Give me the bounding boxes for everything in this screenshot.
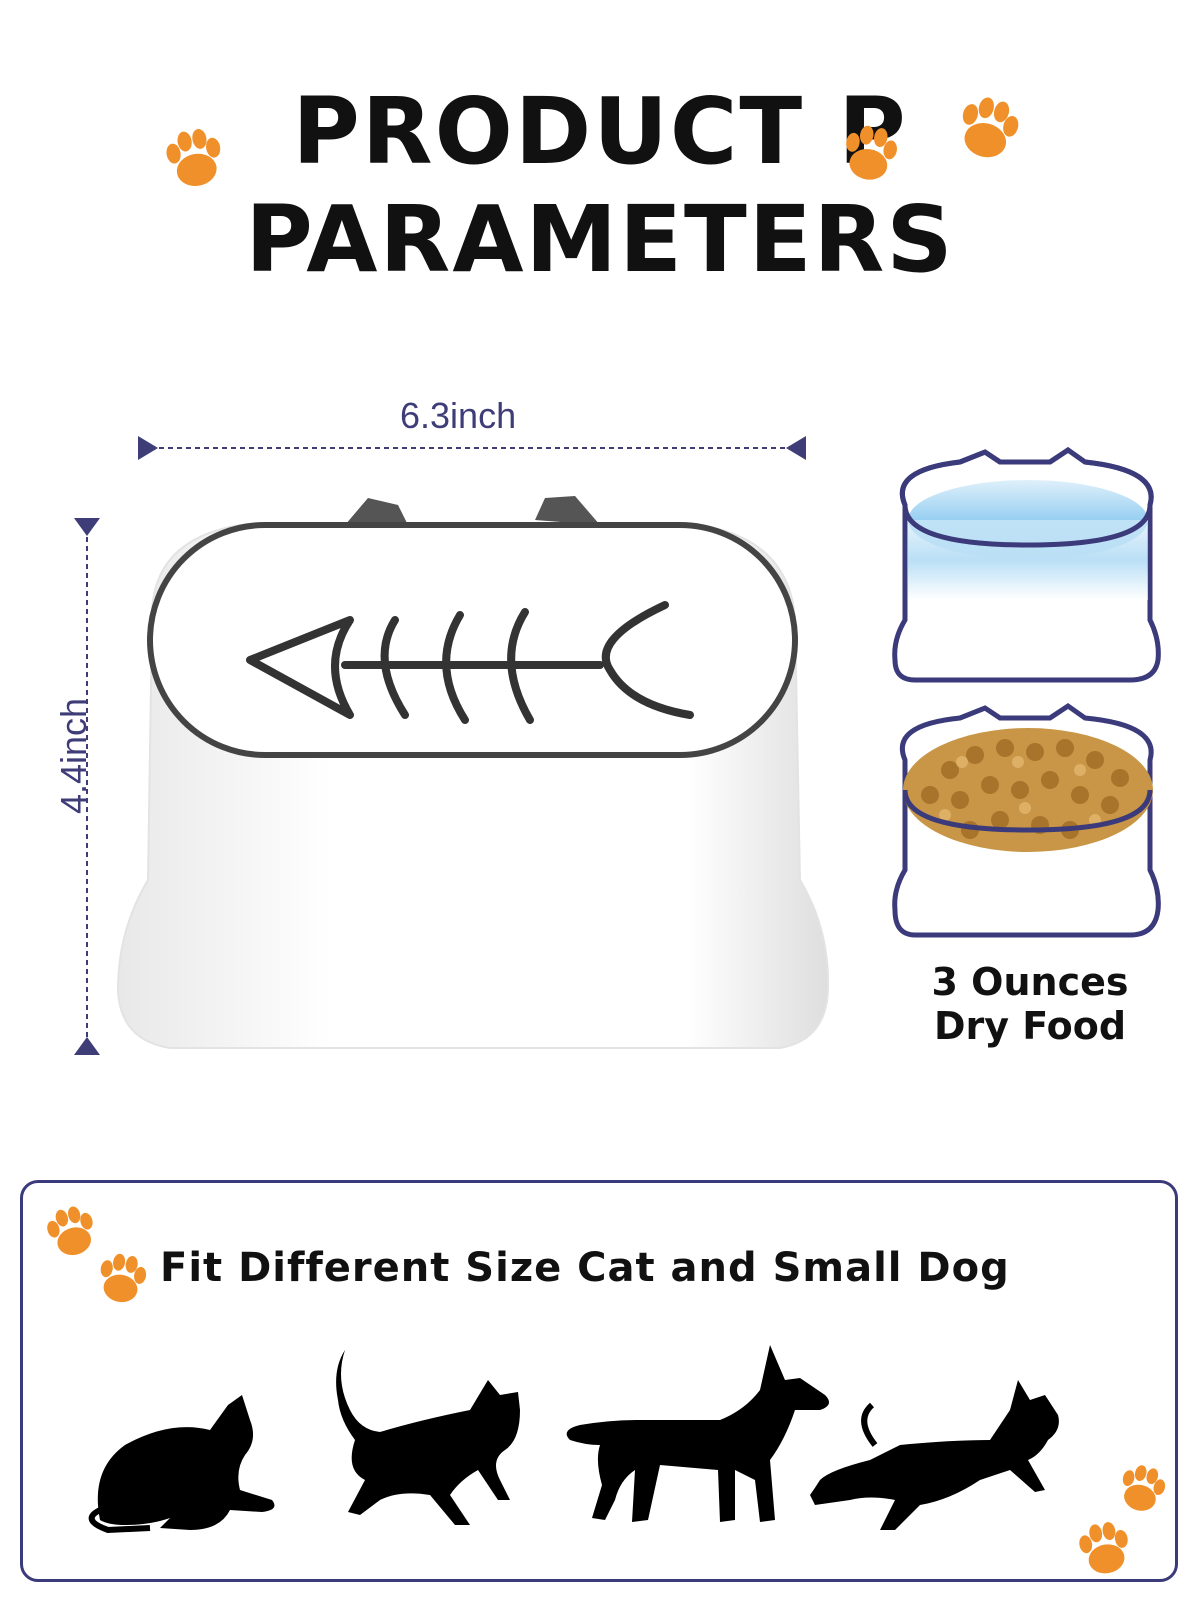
food-bowl-illustration (892, 702, 1161, 938)
suitability-title: Fit Different Size Cat and Small Dog (160, 1245, 1010, 1291)
water-bowl-illustration (892, 446, 1161, 683)
bowl-illustration (116, 496, 830, 1049)
paw-icon (840, 122, 901, 184)
width-dimension-line (138, 436, 806, 460)
dog-silhouette-icon (810, 1380, 1059, 1530)
capacity-amount: 3 Ounces (931, 960, 1129, 1004)
width-label: 6.3inch (400, 395, 517, 436)
page-title-line1: PRODUCT P (292, 78, 908, 185)
paw-icon (163, 125, 227, 191)
suitability-panel (20, 1180, 1178, 1582)
cat-silhouette-icon (336, 1350, 520, 1525)
height-label: 4.4inch (53, 697, 94, 815)
paw-icon (953, 92, 1024, 164)
dog-silhouette-icon (566, 1345, 829, 1522)
capacity-type: Dry Food (933, 1004, 1127, 1048)
page-title-line2: PARAMETERS (245, 186, 955, 293)
height-dimension-line (74, 518, 100, 1055)
fish-bone-icon (246, 601, 694, 724)
cat-silhouette-icon (88, 1395, 275, 1534)
